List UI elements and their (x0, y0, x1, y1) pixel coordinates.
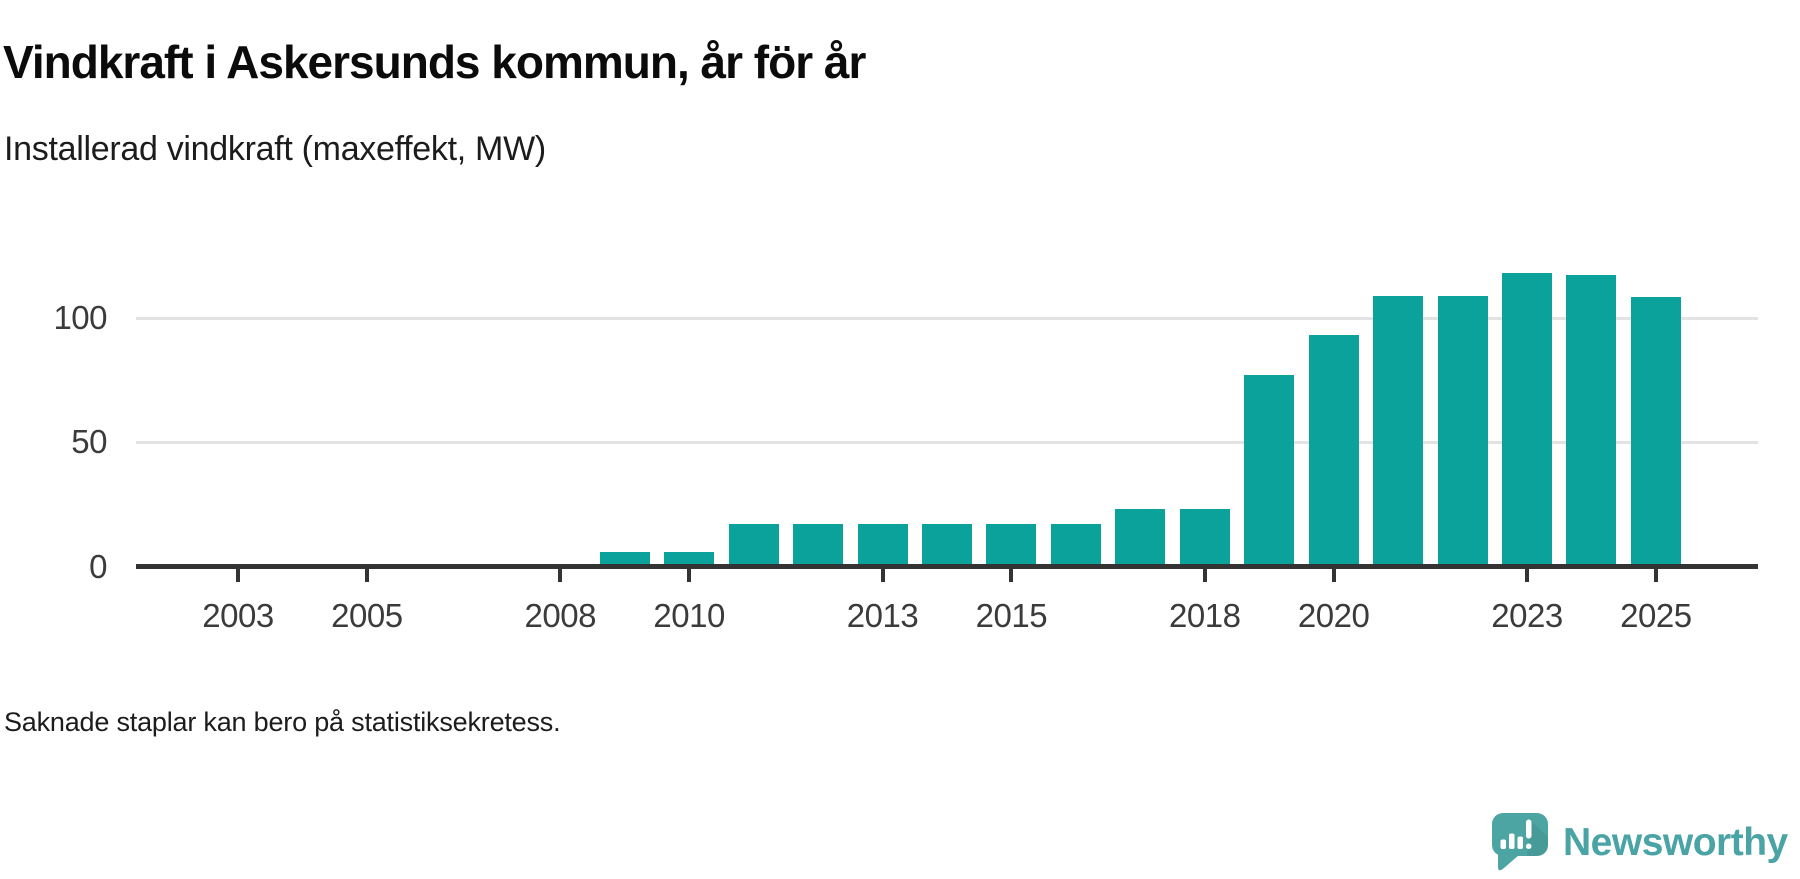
x-axis-label-2005: 2005 (331, 597, 403, 634)
bar-2016 (1050, 524, 1101, 567)
x-axis-line (136, 564, 1758, 569)
bar-2024 (1566, 274, 1617, 567)
x-tick-2023 (1525, 569, 1529, 582)
bar-2023 (1502, 273, 1552, 567)
bar-2018 (1179, 509, 1230, 567)
gridline-100 (136, 316, 1758, 320)
x-axis-label-2018: 2018 (1169, 597, 1241, 634)
chart-title: Vindkraft i Askersunds kommun, år för år (3, 35, 866, 88)
x-axis-label-2020: 2020 (1297, 597, 1370, 634)
bar-2022 (1437, 295, 1488, 567)
y-axis-label-100: 100 (53, 299, 107, 337)
bar-2012 (793, 524, 844, 567)
chart-footnote: Saknade staplar kan bero på statistiksek… (4, 707, 561, 737)
x-tick-2018 (1202, 569, 1207, 582)
bar-2015 (986, 524, 1037, 567)
x-tick-2015 (1009, 569, 1014, 582)
newsworthy-speech-bubble-barchart-icon (1492, 813, 1548, 871)
bar-2021 (1373, 295, 1424, 567)
x-axis-label-2008: 2008 (524, 597, 597, 634)
bar-2017 (1115, 509, 1166, 567)
x-axis-label-2003: 2003 (202, 597, 274, 634)
bar-2010 (664, 551, 715, 567)
y-axis-label-50: 50 (71, 423, 107, 461)
bar-2009 (599, 551, 650, 567)
y-axis-label-0: 0 (89, 547, 107, 585)
x-axis-label-2010: 2010 (653, 597, 725, 634)
newsworthy-wordmark: Newsworthy (1563, 821, 1788, 864)
gridline-50 (136, 440, 1758, 444)
x-tick-2008 (558, 569, 563, 582)
bar-2011 (728, 524, 779, 567)
x-axis-label-2023: 2023 (1491, 597, 1563, 634)
newsworthy-logo: Newsworthy (1491, 812, 1788, 874)
x-tick-2025 (1653, 569, 1658, 582)
x-tick-2020 (1331, 569, 1336, 582)
x-tick-2003 (236, 569, 240, 582)
x-tick-2010 (687, 569, 692, 582)
bar-2025 (1630, 296, 1681, 567)
bar-2020 (1308, 335, 1359, 567)
x-axis-label-2025: 2025 (1620, 597, 1692, 634)
x-axis-label-2013: 2013 (846, 597, 919, 634)
x-tick-2013 (880, 569, 885, 582)
x-axis-label-2015: 2015 (975, 597, 1048, 634)
x-tick-2005 (364, 569, 369, 582)
bar-2014 (921, 524, 972, 567)
chart-subtitle: Installerad vindkraft (maxeffekt, MW) (4, 130, 546, 168)
bar-2019 (1244, 375, 1295, 567)
bar-2013 (857, 524, 908, 567)
